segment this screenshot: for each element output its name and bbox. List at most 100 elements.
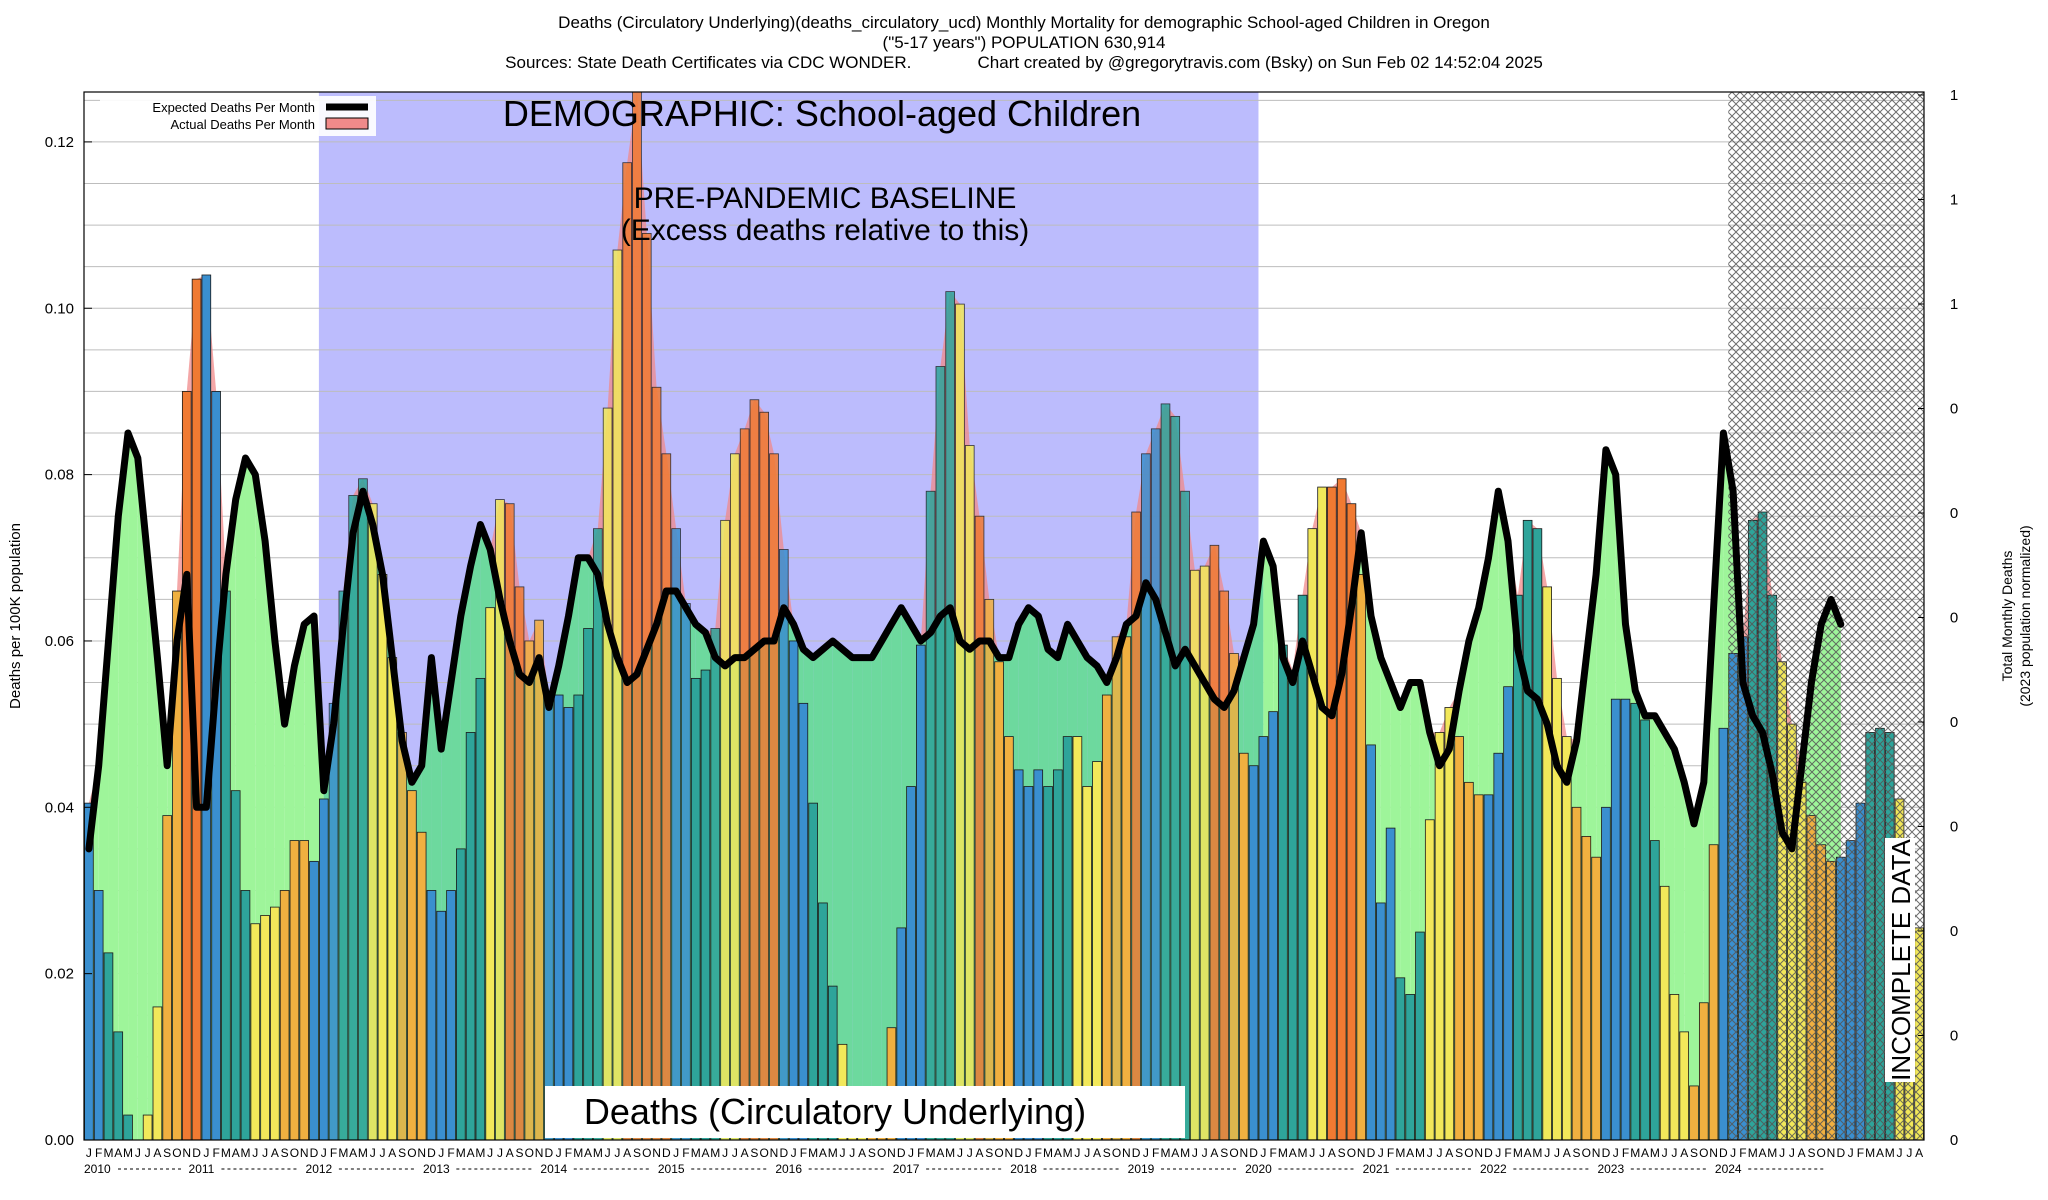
month-tick-label: M [1298,1146,1308,1160]
month-tick-label: O [290,1146,299,1160]
month-tick-label: S [1338,1146,1346,1160]
actual-bar [1150,428,1161,1140]
actual-bar [778,549,789,1140]
actual-bar [1053,769,1063,1140]
month-tick-label: S [1220,1146,1228,1160]
y2-tick-label: 0 [1950,610,1958,627]
y-tick-label: 0.12 [45,134,74,151]
actual-bar [504,503,515,1140]
actual-bar [808,802,818,1140]
actual-bar [309,860,319,1140]
month-tick-label: J [722,1146,728,1160]
actual-bar [1082,786,1092,1140]
month-tick-label: D [427,1146,436,1160]
actual-bar [1698,1002,1709,1140]
month-tick-label: J [203,1146,209,1160]
month-tick-label: S [1103,1146,1111,1160]
month-tick-label: J [145,1146,151,1160]
actual-bar [593,528,603,1140]
month-tick-label: O [172,1146,181,1160]
actual-bar [945,291,955,1140]
month-tick-label: A [1876,1146,1884,1160]
month-tick-label: M [1063,1146,1073,1160]
y2-tick-label: 0 [1950,923,1958,940]
actual-bar [925,490,936,1140]
month-tick-label: S [163,1146,171,1160]
month-tick-label: O [1817,1146,1826,1160]
y2-tick-label: 0 [1950,1028,1958,1045]
actual-bar [896,927,907,1140]
month-tick-label: S [1690,1146,1698,1160]
month-tick-label: M [1043,1146,1053,1160]
actual-bar [994,661,1004,1140]
actual-bar [1268,711,1278,1140]
month-tick-label: A [1759,1146,1767,1160]
legend-actual-label: Actual Deaths Per Month [170,117,315,132]
month-tick-label: N [300,1146,309,1160]
y-tick-label: 0.00 [45,1132,74,1149]
actual-bar [465,732,476,1140]
month-tick-label: J [1378,1146,1384,1160]
actual-bar [1199,565,1210,1140]
month-tick-label: J [1613,1146,1619,1160]
month-tick-label: J [957,1146,963,1160]
year-tick-label: 2017 [893,1162,920,1176]
month-tick-label: D [1132,1146,1141,1160]
actual-bar [622,162,632,1140]
incomplete-annotation: INCOMPLETE DATA [1886,838,1916,1080]
actual-bar [279,890,290,1140]
month-tick-label: J [967,1146,973,1160]
actual-bar [84,802,94,1140]
month-tick-label: A [936,1146,944,1160]
actual-bar [221,590,231,1140]
baseline-annotation-2: (Excess deaths relative to this) [621,214,1030,247]
actual-bar [377,574,388,1140]
month-tick-label: A [153,1146,161,1160]
month-tick-label: D [1367,1146,1376,1160]
month-tick-label: M [1532,1146,1542,1160]
month-tick-label: M [1395,1146,1405,1160]
month-tick-label: J [487,1146,493,1160]
actual-bar [181,391,192,1140]
month-tick-label: O [1347,1146,1356,1160]
actual-bar [172,590,182,1140]
month-tick-label: S [1573,1146,1581,1160]
actual-bar [250,923,261,1140]
actual-bar [1659,885,1670,1140]
month-tick-label: J [1260,1146,1266,1160]
month-tick-label: J [1025,1146,1031,1160]
actual-bar [1278,644,1288,1140]
actual-bar [1493,752,1504,1140]
actual-bar [1522,519,1533,1140]
actual-bar [1190,569,1200,1140]
month-tick-label: M [828,1146,838,1160]
actual-bar [563,707,574,1140]
actual-bar [671,528,681,1140]
actual-bar [240,890,251,1140]
actual-bar [358,478,368,1140]
actual-bar [1356,574,1367,1140]
month-tick-label: A [1680,1146,1688,1160]
actual-bar [818,902,828,1140]
month-tick-label: J [1143,1146,1149,1160]
actual-bar [534,619,544,1140]
month-tick-label: M [1885,1146,1895,1160]
month-tick-label: A [1171,1146,1179,1160]
expected-area [118,433,129,1140]
chart-subtitle: ("5-17 years") POPULATION 630,914 [882,33,1166,52]
actual-bar [1444,707,1455,1140]
year-tick-label: 2013 [423,1162,450,1176]
month-tick-label: O [642,1146,651,1160]
year-tick-label: 2018 [1010,1162,1037,1176]
actual-bar [1610,698,1621,1140]
actual-bar [1072,736,1083,1140]
actual-bar [1591,856,1601,1140]
actual-bar [113,1031,124,1140]
year-tick-label: 2022 [1480,1162,1507,1176]
month-tick-label: O [877,1146,886,1160]
month-tick-label: M [593,1146,603,1160]
month-tick-label: N [652,1146,661,1160]
actual-bar [690,677,701,1140]
month-tick-label: F [1739,1146,1746,1160]
month-tick-label: D [662,1146,671,1160]
